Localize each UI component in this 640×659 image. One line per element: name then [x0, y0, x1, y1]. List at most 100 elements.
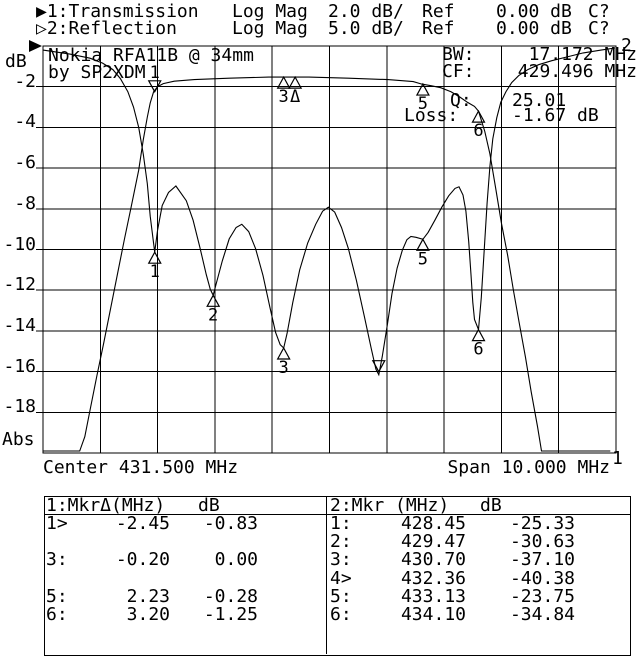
ch1-ref-label: Ref	[422, 1, 455, 22]
marker-table-divider	[326, 496, 327, 654]
ch2-pointer-icon: ▷	[36, 18, 47, 39]
marker-table2-row1-db: -25.33	[509, 513, 575, 534]
marker-table1-row6-db: -1.25	[203, 604, 258, 625]
marker-table1-row5-db: -0.28	[203, 586, 258, 607]
marker-table1-row6-freq: 3.20	[126, 604, 170, 625]
trace-reflection	[42, 47, 615, 377]
marker-ch2-symbol	[371, 360, 386, 373]
marker-table2-row6-freq: 434.10	[400, 604, 466, 625]
ch1-cal-flag: C?	[588, 1, 610, 22]
marker-table2-row2-freq: 429.47	[400, 531, 466, 552]
marker-table1-unit: dB	[198, 495, 220, 516]
marker-table2-row5-id: 5:	[330, 586, 352, 607]
marker-table2-row3-db: -37.10	[509, 549, 575, 570]
marker-ch1-label: 3	[279, 87, 289, 107]
marker-table2-row4-freq: 432.36	[400, 568, 466, 589]
stat-bw-value: 17.172 MHz	[528, 44, 637, 65]
ch1-pointer-icon: ▶	[36, 1, 47, 22]
y-tick-label: -12	[3, 274, 36, 295]
ref-level-pointer-icon	[29, 40, 42, 52]
marker-table1-row1-freq: -2.45	[115, 513, 170, 534]
marker-ch1-label: 5	[418, 94, 428, 114]
marker-table2-row3-freq: 430.70	[400, 549, 466, 570]
marker-ch1-symbol	[471, 109, 486, 123]
ch1-scale-label: 2.0 dB/	[328, 1, 404, 22]
x-axis-center-label: Center 431.500 MHz	[43, 457, 239, 478]
marker-table2-row1-freq: 428.45	[400, 513, 466, 534]
marker-ch2-label: 3	[279, 358, 289, 378]
marker-table1-row5-freq: 2.23	[126, 586, 170, 607]
y-tick-label: -6	[14, 152, 36, 173]
marker-table1-row3-db: 0.00	[214, 549, 258, 570]
stat-loss-label: Loss:	[404, 105, 459, 126]
marker-ch1-symbol	[147, 80, 162, 94]
ch1-format-label: Log Mag	[232, 1, 308, 22]
trace-transmission	[43, 76, 611, 452]
y-tick-label: -2	[14, 71, 36, 92]
marker-table2-row5-db: -23.75	[509, 586, 575, 607]
ch2-ref-value: 0.00 dB	[496, 18, 572, 39]
marker-ch2-label: 1	[150, 262, 160, 282]
marker-ch2-symbol	[147, 250, 162, 264]
marker-table2-unit: dB	[480, 495, 502, 516]
ch2-ref-label: Ref	[422, 18, 455, 39]
marker-table1-row1-db: -0.83	[203, 513, 258, 534]
ch1-trace-label: Transmission	[68, 1, 199, 22]
ch2-header-line: ▷2:Reflection	[36, 18, 177, 39]
marker-table1-row3-id: 3:	[46, 549, 68, 570]
ch1-header-line: ▶1:Transmission	[36, 1, 199, 22]
marker-ch2-symbol	[471, 328, 486, 342]
stat-cf-value: 429.496 MHz	[517, 61, 637, 82]
stat-q-value: 25.01	[512, 90, 567, 111]
marker-ch1-label: 1	[150, 63, 160, 83]
device-annotation-line2: by SP2XDM	[48, 62, 146, 83]
stat-cf-label: CF:	[442, 61, 475, 82]
marker-table2-row4-db: -40.38	[509, 568, 575, 589]
marker-table1-row1-id: 1>	[46, 513, 68, 534]
marker-table2-row6-db: -34.84	[509, 604, 575, 625]
y-tick-label: -18	[3, 396, 36, 417]
marker-ch2-symbol	[415, 238, 430, 251]
ch2-id: 2:	[46, 18, 69, 39]
stat-q-label: Q:	[450, 90, 472, 111]
y-tick-label: -16	[3, 356, 36, 377]
marker-table2-row2-db: -30.63	[509, 531, 575, 552]
marker-ch1-symbol	[288, 75, 303, 89]
ch2-cal-flag: C?	[588, 18, 610, 39]
y-axis-abs-label: Abs	[2, 429, 35, 450]
marker-table1-row3-freq: -0.20	[115, 549, 170, 570]
y-tick-label: -8	[14, 193, 36, 214]
trace1-end-label: 1	[612, 448, 623, 469]
marker-ch2-label: 2	[208, 305, 218, 325]
y-tick-label: -4	[14, 111, 36, 132]
y-tick-label: -14	[3, 315, 36, 336]
stat-loss-value: -1.67 dB	[512, 105, 599, 126]
marker-table1-title: 1:MkrΔ(MHz)	[46, 495, 166, 516]
marker-table2-row1-id: 1:	[330, 513, 352, 534]
device-annotation-line1: Nokia RFA11B @ 34mm	[48, 45, 254, 66]
marker-table-header-rule	[44, 514, 630, 515]
marker-table-frame	[44, 496, 631, 656]
marker-ch2-symbol	[276, 346, 291, 360]
marker-ch1-symbol	[415, 82, 430, 96]
marker-ch2-label: 6	[473, 340, 483, 360]
marker-table1-row5-id: 5:	[46, 586, 68, 607]
marker-ch2-symbol	[206, 294, 221, 307]
ch2-format-label: Log Mag	[232, 18, 308, 39]
marker-table2-title: 2:Mkr (MHz)	[330, 495, 450, 516]
y-axis-unit-label: dB	[5, 51, 27, 72]
ch2-trace-label: Reflection	[68, 18, 177, 39]
trace2-end-label: 2	[621, 35, 632, 56]
marker-table2-row3-id: 3:	[330, 549, 352, 570]
x-axis-span-label: Span 10.000 MHz	[447, 457, 610, 478]
marker-ch2-label: 5	[418, 249, 428, 269]
ch1-id: 1:	[46, 1, 69, 22]
marker-table2-row2-id: 2:	[330, 531, 352, 552]
stat-bw-label: BW:	[442, 44, 475, 65]
ch2-scale-label: 5.0 dB/	[328, 18, 404, 39]
y-tick-label: -10	[3, 234, 36, 255]
marker-ch1-label: Δ	[290, 87, 300, 107]
ch1-ref-value: 0.00 dB	[496, 1, 572, 22]
